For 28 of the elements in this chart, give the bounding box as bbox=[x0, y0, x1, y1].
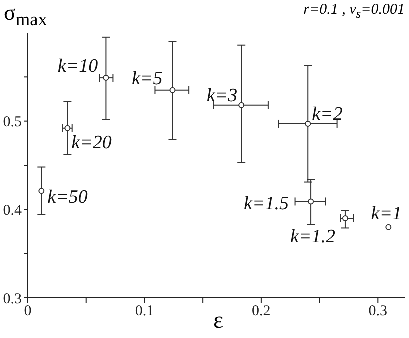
chart-title: r=0.1 , v$_{s}$=0.001 bbox=[304, 2, 405, 22]
point bbox=[386, 224, 392, 230]
y-axis-title: σ$_{max}$ bbox=[4, 0, 48, 32]
point bbox=[170, 87, 176, 94]
x-tick-label: 0.2 bbox=[252, 304, 271, 320]
annotation: k=1.2 bbox=[290, 226, 336, 248]
point bbox=[308, 198, 314, 205]
annotation: k=2 bbox=[312, 104, 344, 125]
x-axis-title: ε bbox=[213, 308, 224, 334]
x-tick-label: 0.1 bbox=[135, 304, 154, 320]
point bbox=[38, 188, 45, 194]
point bbox=[64, 125, 71, 132]
y-tick-label: 0.5 bbox=[3, 114, 22, 131]
y-tick-label: 0.3 bbox=[3, 291, 22, 308]
point bbox=[342, 216, 348, 222]
y-tick-label: 0.4 bbox=[3, 202, 22, 219]
point bbox=[103, 75, 110, 82]
annotation: k=20 bbox=[72, 132, 112, 154]
point bbox=[305, 120, 312, 127]
annotation: k=1 bbox=[371, 203, 402, 224]
annotation: k=10 bbox=[58, 56, 99, 78]
x-tick-label: 0.3 bbox=[368, 304, 388, 320]
annotation: k=1.5 bbox=[244, 194, 290, 215]
annotation: k=3 bbox=[206, 85, 238, 106]
point bbox=[238, 102, 245, 108]
x-tick-label: 0 bbox=[24, 304, 32, 320]
annotation: k=5 bbox=[132, 68, 163, 90]
annotation: k=50 bbox=[48, 187, 88, 208]
